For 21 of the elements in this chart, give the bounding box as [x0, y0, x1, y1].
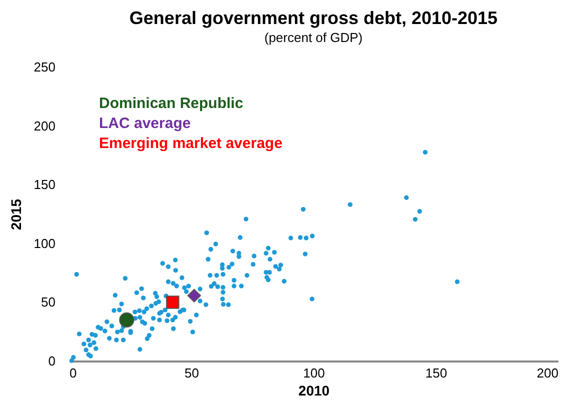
- y-tick-label: 0: [48, 354, 56, 368]
- y-tick-label: 250: [34, 60, 56, 74]
- y-tick-label: 150: [34, 177, 56, 192]
- y-tick-label: 100: [34, 236, 56, 251]
- text: Dominican Republic: [99, 95, 244, 112]
- x-tick-label: 100: [303, 366, 325, 380]
- x-tick-label: 150: [425, 366, 448, 380]
- x-tick-label: 0: [70, 366, 77, 380]
- x-tick-label: 200: [536, 366, 558, 380]
- point: [187, 288, 202, 302]
- x-axis-title: 2010: [298, 382, 330, 398]
- point: [166, 296, 180, 309]
- x-tick-label: 50: [184, 366, 199, 380]
- y-axis-title: 2015: [8, 198, 24, 230]
- point: [119, 312, 134, 328]
- text: LAC average: [99, 115, 191, 132]
- text: Emerging market average: [99, 135, 282, 152]
- chart-title: General government gross debt, 2010-2015: [129, 8, 498, 28]
- chart-subtitle: (percent of GDP): [264, 30, 363, 45]
- y-tick-label: 50: [41, 294, 56, 310]
- y-tick-label: 200: [34, 118, 56, 134]
